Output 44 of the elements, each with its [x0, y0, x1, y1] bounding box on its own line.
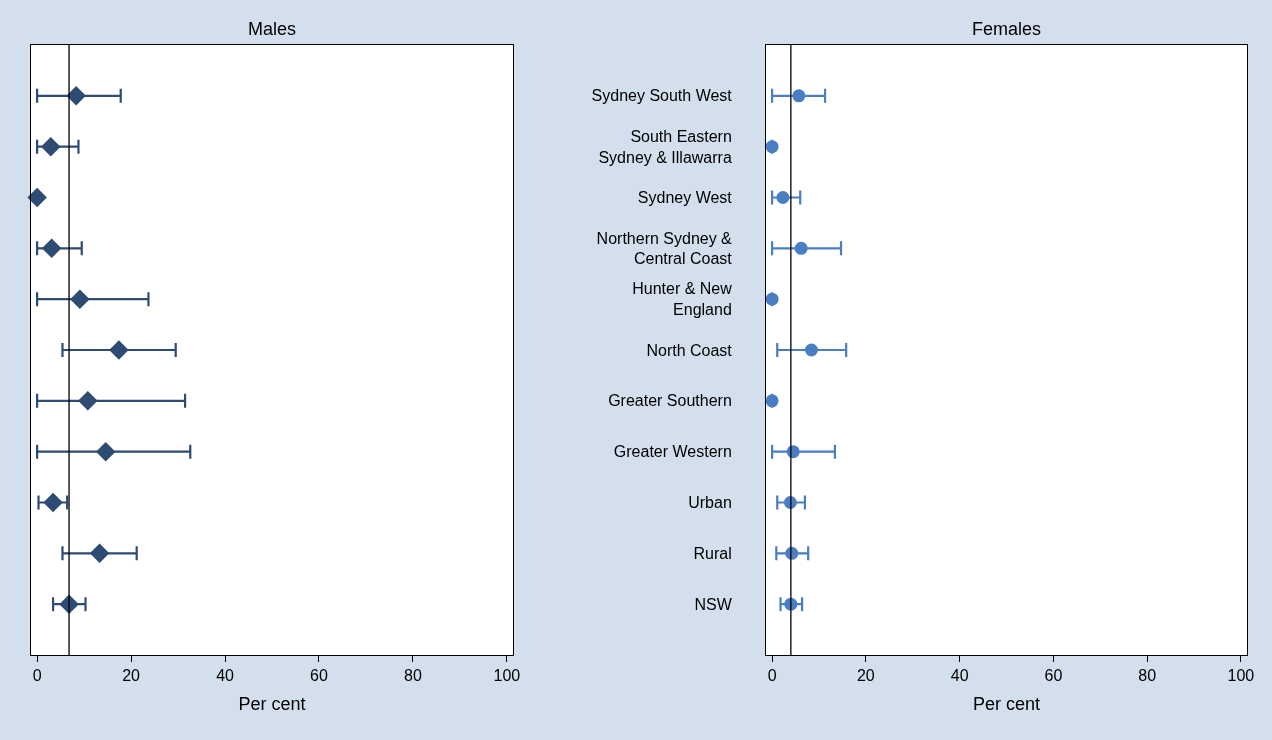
x-axis-title: Per cent	[972, 694, 1041, 715]
y-tick-label: NSW	[694, 595, 733, 613]
y-tick-label: Sydney South West	[591, 87, 733, 105]
point	[792, 89, 806, 103]
point	[78, 391, 98, 411]
point	[70, 289, 90, 309]
x-tick-label: 60	[310, 667, 328, 685]
x-tick-label: 40	[216, 667, 235, 685]
point	[765, 140, 779, 154]
point	[776, 191, 790, 204]
point	[89, 543, 110, 564]
y-tick-label: Greater Western	[613, 443, 732, 461]
x-tick-label: 80	[404, 667, 422, 685]
y-tick-label: Urban	[688, 494, 732, 512]
point	[765, 394, 779, 408]
point	[765, 292, 779, 306]
x-axis-title: Per cent	[238, 694, 306, 715]
y-tick-label: Greater Southern	[608, 392, 732, 410]
point	[804, 343, 818, 357]
x-tick-label: 0	[767, 667, 777, 685]
y-tick-label: Sydney West	[637, 189, 733, 207]
y-tick-label: South Eastern Sydney & Illawarra	[598, 127, 732, 166]
x-tick-label: 20	[122, 667, 141, 685]
x-tick-label: 60	[1044, 667, 1063, 685]
y-tick-label: Northern Sydney & Central Coast	[596, 229, 733, 268]
chart-title: Males	[247, 19, 297, 40]
x-tick-label: 100	[493, 667, 521, 685]
y-tick-label: North Coast	[646, 341, 733, 359]
point	[109, 340, 129, 360]
x-tick-label: 40	[950, 667, 969, 685]
point	[95, 441, 116, 462]
x-tick-label: 0	[32, 667, 42, 685]
point	[794, 241, 808, 255]
point	[41, 238, 62, 259]
x-tick-label: 100	[1227, 667, 1255, 685]
y-tick-label: Rural	[693, 544, 732, 562]
point	[40, 136, 61, 157]
point	[66, 86, 86, 106]
chart-title: Females	[971, 19, 1042, 40]
x-tick-label: 20	[856, 667, 875, 685]
point	[27, 187, 47, 208]
x-tick-label: 80	[1138, 667, 1157, 685]
point	[43, 492, 63, 513]
y-tick-label: Hunter & New England	[632, 280, 733, 319]
